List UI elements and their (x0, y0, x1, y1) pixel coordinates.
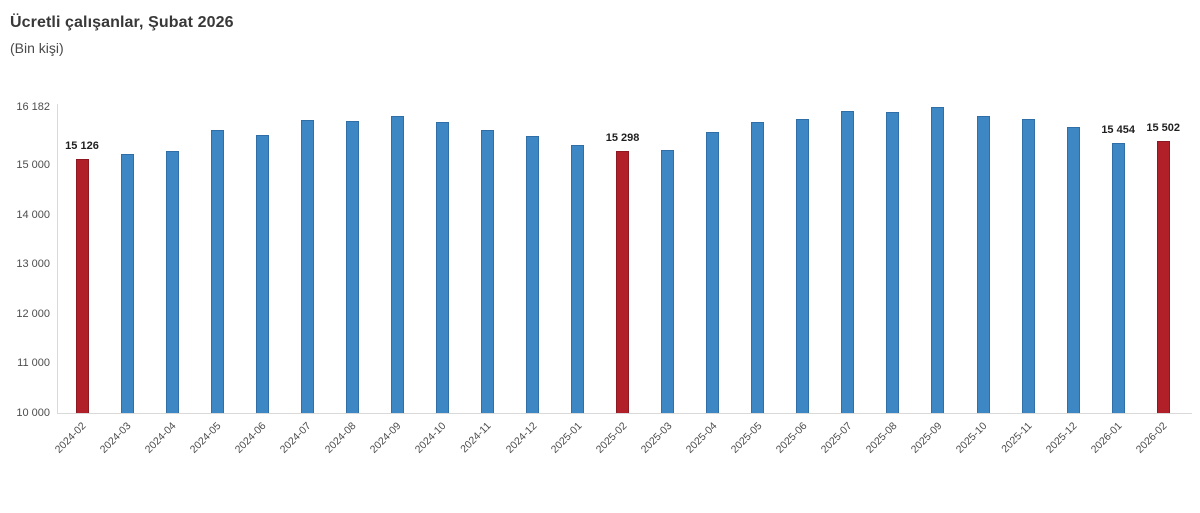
x-tick-label: 2025-11 (999, 420, 1035, 456)
x-tick-label: 2024-08 (323, 420, 359, 456)
bar (1021, 119, 1035, 413)
y-tick-label: 12 000 (16, 307, 50, 320)
value-label: 15 454 (1101, 124, 1135, 137)
bar (661, 149, 675, 413)
x-tick-label: 2024-03 (97, 420, 134, 456)
x-tick-label: 2024-07 (277, 420, 314, 456)
bar (255, 134, 269, 413)
x-tick-label: 2025-05 (728, 420, 765, 456)
bar-highlight (1156, 140, 1170, 413)
x-tick-label: 2025-06 (773, 420, 810, 456)
bar (480, 129, 494, 413)
x-tick-label: 2025-01 (548, 420, 585, 456)
x-tick-label: 2024-04 (142, 420, 179, 456)
value-label: 15 502 (1146, 121, 1181, 134)
bar-highlight (616, 150, 630, 413)
x-tick-label: 2024-12 (503, 420, 539, 456)
y-tick-label: 15 000 (16, 159, 50, 171)
x-tick-label: 2025-04 (683, 420, 720, 456)
bar (706, 131, 720, 413)
value-label: 15 298 (605, 131, 640, 144)
x-tick-label: 2025-08 (863, 420, 900, 456)
chart-title: Ücretli çalışanlar, Şubat 2026 (10, 14, 234, 31)
bar (526, 136, 539, 413)
y-tick-label: 16 182 (16, 100, 50, 113)
x-tick-label: 2024-02 (52, 420, 89, 456)
x-tick-label: 2025-02 (593, 420, 630, 456)
bar (435, 122, 449, 413)
x-tick-label: 2025-10 (953, 420, 990, 456)
value-label: 15 126 (65, 140, 99, 153)
bar (120, 154, 134, 413)
bar (796, 118, 810, 413)
bar (976, 115, 990, 413)
x-tick-label: 2024-05 (187, 420, 224, 456)
x-tick-label: 2025-03 (638, 420, 675, 456)
bar (886, 112, 900, 413)
x-tick-label: 2026-01 (1088, 420, 1125, 456)
x-tick-label: 2024-06 (232, 420, 269, 456)
x-tick-label: 2024-09 (368, 420, 404, 456)
bar (931, 107, 945, 413)
bar-highlight (75, 159, 89, 413)
bar (165, 150, 179, 413)
x-tick-label: 2026-02 (1133, 420, 1170, 456)
x-axis-line (57, 413, 1192, 414)
x-tick-label: 2024-11 (458, 420, 494, 456)
bar (210, 129, 224, 413)
bar (390, 116, 404, 413)
x-tick-label: 2024-10 (413, 420, 449, 456)
bar (571, 144, 585, 413)
y-tick-label: 10 000 (16, 406, 50, 419)
x-tick-label: 2025-07 (818, 420, 855, 456)
bar (345, 120, 359, 413)
bar (751, 121, 765, 413)
bar (1066, 127, 1080, 413)
y-tick-label: 13 000 (16, 258, 50, 270)
y-tick-label: 11 000 (17, 357, 50, 369)
bar (300, 119, 314, 413)
bar (1111, 143, 1125, 413)
x-tick-label: 2025-09 (908, 420, 945, 456)
y-axis-line (57, 104, 58, 413)
x-tick-label: 2025-12 (1043, 420, 1080, 456)
bar (841, 110, 855, 413)
chart-subtitle: (Bin kişi) (10, 40, 64, 56)
y-tick-label: 14 000 (16, 208, 50, 221)
